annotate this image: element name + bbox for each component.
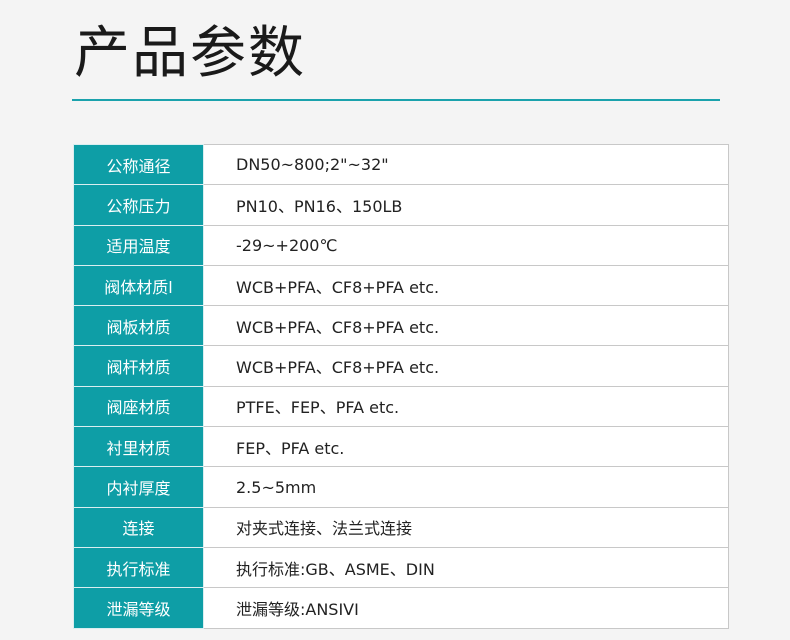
table-row: 公称通径 DN50~800;2"~32" — [73, 143, 729, 186]
spec-value: WCB+PFA、CF8+PFA etc. — [203, 305, 729, 347]
spec-label: 衬里材质 — [73, 426, 204, 468]
spec-label: 阀体材质l — [73, 264, 204, 307]
table-row: 适用温度 -29~+200℃ — [73, 224, 729, 266]
spec-value: 执行标准:GB、ASME、DIN — [203, 546, 729, 589]
page-title: 产品参数 — [74, 21, 306, 86]
spec-value: WCB+PFA、CF8+PFA etc. — [203, 345, 729, 387]
spec-label: 阀板材质 — [73, 305, 204, 347]
table-row: 泄漏等级 泄漏等级:ANSIVI — [73, 587, 729, 629]
spec-label: 泄漏等级 — [73, 587, 204, 629]
spec-label: 适用温度 — [73, 224, 204, 266]
spec-value: 对夹式连接、法兰式连接 — [203, 506, 729, 548]
spec-value: 泄漏等级:ANSIVI — [203, 587, 729, 629]
spec-value: WCB+PFA、CF8+PFA etc. — [203, 264, 729, 307]
spec-value: FEP、PFA etc. — [203, 426, 729, 468]
spec-table: 公称通径 DN50~800;2"~32" 公称压力 PN10、PN16、150LB 适用… — [73, 143, 729, 629]
spec-label: 阀座材质 — [73, 385, 204, 428]
table-row: 阀体材质l WCB+PFA、CF8+PFA etc. — [73, 264, 729, 307]
spec-value: 2.5~5mm — [203, 466, 729, 508]
spec-label: 连接 — [73, 506, 204, 548]
table-row: 公称压力 PN10、PN16、150LB — [73, 184, 729, 226]
spec-label: 阀杆材质 — [73, 345, 204, 387]
spec-label: 内衬厚度 — [73, 466, 204, 508]
spec-value: DN50~800;2"~32" — [203, 143, 729, 186]
table-row: 连接 对夹式连接、法兰式连接 — [73, 506, 729, 548]
spec-label: 公称压力 — [73, 184, 204, 226]
table-row: 执行标准 执行标准:GB、ASME、DIN — [73, 546, 729, 589]
table-row: 衬里材质 FEP、PFA etc. — [73, 426, 729, 468]
spec-label: 执行标准 — [73, 546, 204, 589]
table-row: 内衬厚度 2.5~5mm — [73, 466, 729, 508]
table-row: 阀板材质 WCB+PFA、CF8+PFA etc. — [73, 305, 729, 347]
table-row: 阀杆材质 WCB+PFA、CF8+PFA etc. — [73, 345, 729, 387]
spec-value: PN10、PN16、150LB — [203, 184, 729, 226]
table-row: 阀座材质 PTFE、FEP、PFA etc. — [73, 385, 729, 428]
spec-value: -29~+200℃ — [203, 224, 729, 266]
spec-value: PTFE、FEP、PFA etc. — [203, 385, 729, 428]
divider — [72, 99, 720, 101]
spec-label: 公称通径 — [73, 143, 204, 186]
